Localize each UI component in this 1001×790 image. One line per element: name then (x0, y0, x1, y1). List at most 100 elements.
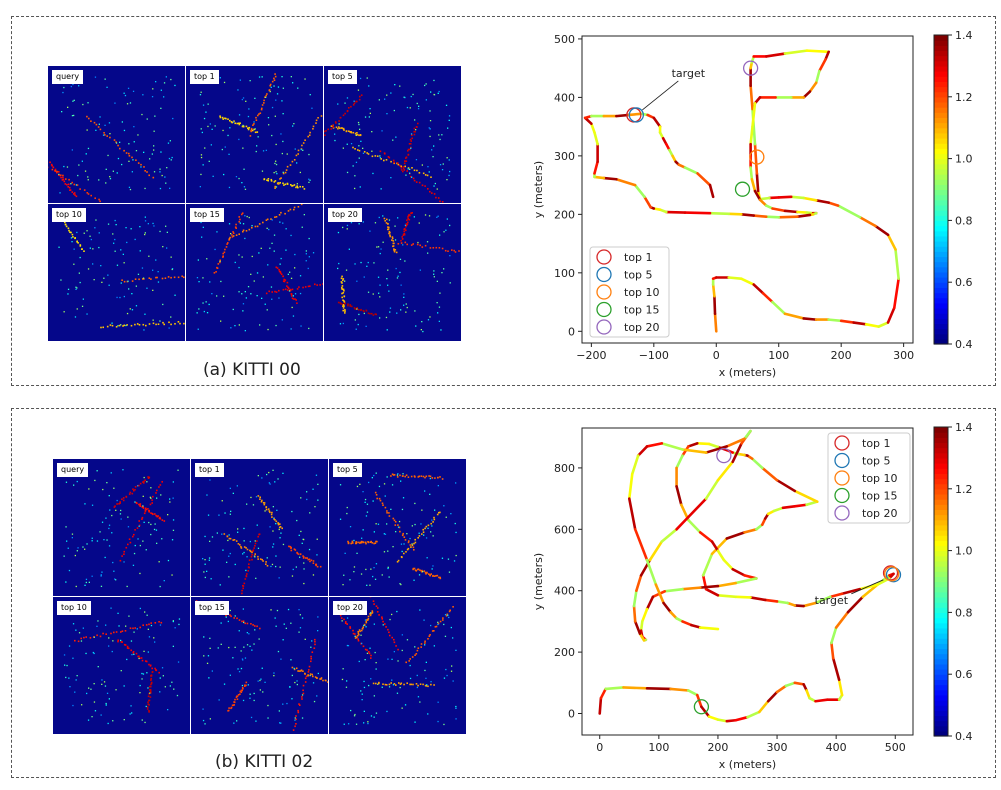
scan-point (265, 508, 268, 511)
scan-point (150, 278, 152, 280)
scan-point (397, 524, 399, 526)
scan-point (269, 526, 271, 528)
scan-point (346, 224, 349, 227)
scan-point (151, 671, 154, 673)
scan-point (143, 476, 145, 479)
scan-point (144, 187, 146, 190)
scan-point (435, 196, 437, 199)
scan-point (108, 524, 111, 526)
scan-point (242, 587, 244, 590)
scan-point (387, 228, 390, 231)
scan-point (206, 494, 208, 496)
scan-point (406, 243, 408, 246)
scan-point (373, 474, 375, 477)
scan-point (303, 214, 305, 216)
scan-point (391, 613, 393, 616)
scan-point (369, 230, 371, 232)
scan-point (358, 145, 360, 147)
scan-point (409, 148, 411, 151)
scan-point (363, 680, 365, 683)
scan-point (238, 266, 240, 269)
scan-point (73, 114, 75, 117)
scan-point (383, 159, 385, 162)
scan-point (134, 278, 137, 280)
scan-point (371, 131, 373, 133)
scan-point (277, 522, 280, 524)
scan-point (434, 182, 436, 185)
scan-point (87, 179, 89, 181)
scan-point (108, 545, 111, 547)
scan-point (304, 557, 307, 559)
scan-point (150, 523, 152, 526)
scan-point (416, 169, 418, 172)
scan-point (291, 698, 293, 700)
scan-point (435, 625, 438, 628)
scan-point (350, 105, 352, 108)
scan-point (375, 313, 377, 316)
scan-point (70, 231, 72, 234)
scan-point (98, 198, 100, 201)
scan-point (90, 120, 92, 122)
scan-point (357, 323, 359, 326)
scan-point (246, 503, 248, 505)
scan-point (261, 499, 263, 502)
scan-point (153, 130, 155, 132)
scan-point (433, 684, 435, 686)
scan-point (94, 76, 97, 78)
scan-point (436, 280, 438, 282)
scan-point (156, 515, 159, 518)
scan-point (101, 281, 103, 283)
scan-point (394, 521, 397, 523)
scan-point (248, 559, 251, 561)
scan-point (137, 162, 140, 164)
scan-tile-query: query (53, 459, 190, 596)
scan-point (159, 168, 161, 170)
scan-point (272, 530, 274, 532)
scan-point (104, 685, 107, 687)
scan-point (134, 238, 136, 241)
scan-point (341, 620, 343, 622)
scan-point (199, 94, 202, 96)
scan-point (290, 622, 292, 624)
scan-point (222, 255, 224, 257)
scan-point (134, 529, 136, 531)
scan-point (94, 710, 97, 712)
scan-point (147, 476, 149, 478)
scan-point (375, 662, 377, 664)
scan-point (303, 568, 305, 570)
scan-point (449, 255, 451, 257)
scan-point (238, 671, 241, 673)
scan-point (75, 629, 77, 631)
scan-point (76, 480, 78, 483)
scan-point (104, 124, 106, 126)
scan-point (131, 280, 134, 282)
scan-point (66, 166, 69, 168)
scan-point (86, 543, 88, 545)
scan-point (367, 312, 370, 315)
scan-point (161, 481, 163, 483)
tile-label: top 5 (333, 463, 362, 477)
scan-point (414, 654, 416, 656)
scan-point (202, 708, 204, 710)
scan-point (334, 139, 336, 142)
scan-point (372, 575, 374, 578)
scan-point (346, 110, 349, 112)
scan-point (98, 123, 100, 125)
scan-point (442, 619, 444, 621)
scan-point (217, 647, 219, 649)
scan-point (114, 219, 116, 222)
scan-point (85, 153, 87, 155)
scan-point (309, 94, 311, 96)
scan-point (288, 290, 291, 292)
scan-point (296, 552, 299, 554)
scan-point (84, 548, 86, 550)
scan-tile-top-20: top 20 (329, 597, 466, 734)
scan-point (228, 223, 231, 225)
scan-point (171, 681, 173, 683)
scan-point (222, 256, 224, 258)
scan-point (83, 232, 85, 234)
scan-point (123, 129, 126, 132)
caption-kitti-00: (a) KITTI 00 (203, 360, 301, 380)
scan-point (298, 286, 300, 288)
scan-point (164, 277, 167, 279)
